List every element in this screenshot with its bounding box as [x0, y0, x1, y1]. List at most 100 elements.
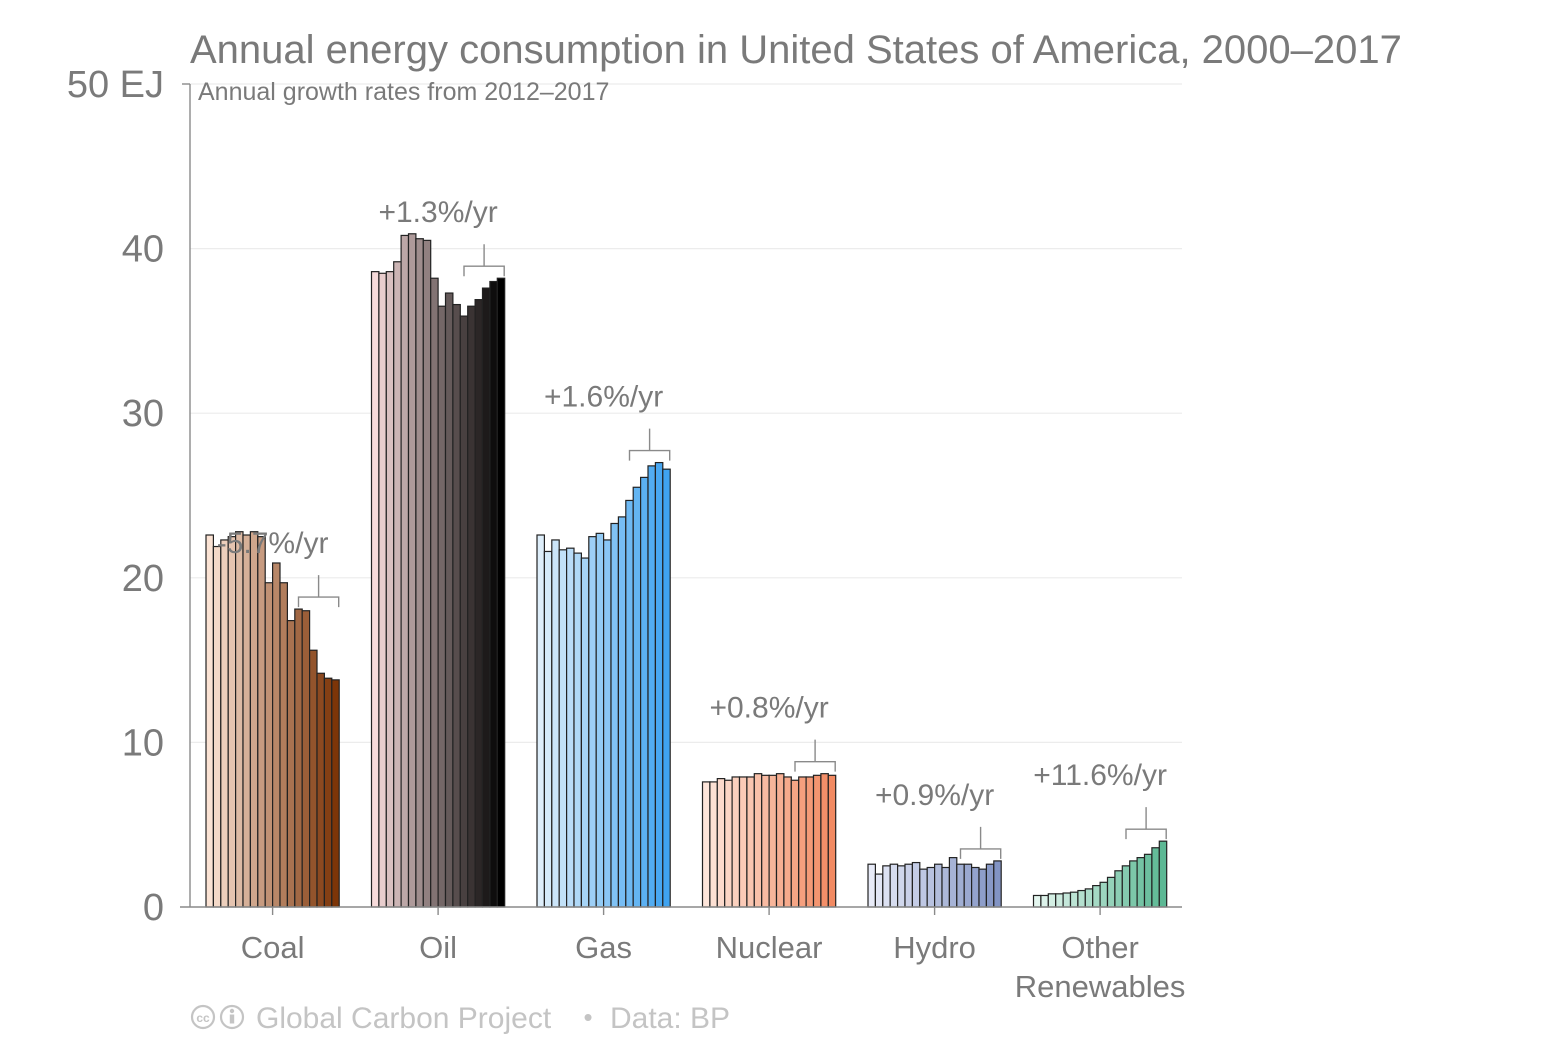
- growth-rate-coal: -5.7%/yr: [217, 527, 340, 608]
- bar-hydro-2016: [985, 863, 995, 908]
- footer-separator: •: [583, 1002, 592, 1032]
- bar-coal-2009: [272, 562, 281, 908]
- bar-coal-2004: [235, 531, 244, 908]
- bar-gas-2012: [625, 499, 634, 908]
- bar-other-renewables-2000: [1032, 894, 1042, 908]
- category-label-other-renewables: Other Renewables: [1015, 930, 1186, 1004]
- category-labels: Coal Oil Gas Nuclear Hydro Other Renewables: [241, 907, 1186, 1004]
- bar-other-renewables-2007: [1084, 888, 1094, 908]
- bar-other-renewables-2010: [1106, 876, 1116, 908]
- bar-hydro-2002: [882, 865, 891, 908]
- bar-nuclear-2013: [798, 776, 807, 908]
- bar-gas-2014: [639, 476, 649, 908]
- bar-other-renewables-2015: [1143, 853, 1153, 908]
- axes: [180, 83, 1182, 908]
- bar-other-renewables-2004: [1062, 892, 1072, 908]
- bar-other-renewables-2016: [1151, 847, 1160, 908]
- bar-nuclear-2009: [768, 774, 778, 908]
- footer: cc Global Carbon Project • Data: BP: [190, 1002, 730, 1035]
- bar-hydro-2008: [926, 866, 936, 908]
- bar-nuclear-2003: [724, 779, 733, 908]
- growth-bracket: [463, 244, 505, 277]
- bar-gas-2009: [602, 539, 612, 908]
- bar-oil-2007: [422, 239, 432, 908]
- series-other-renewables: [1032, 840, 1168, 908]
- bar-oil-2004: [400, 234, 410, 908]
- bar-coal-2005: [242, 534, 252, 908]
- bar-other-renewables-2003: [1055, 893, 1064, 908]
- bar-gas-2013: [632, 486, 642, 908]
- bar-coal-2014: [309, 649, 318, 908]
- bar-gas-2016: [654, 461, 664, 908]
- bar-hydro-2012: [956, 863, 965, 908]
- chart-subtitle: Annual growth rates from 2012–2017: [198, 78, 609, 106]
- series-hydro: [867, 857, 1002, 908]
- bar-other-renewables-2011: [1114, 870, 1123, 908]
- svg-text:cc: cc: [196, 1011, 210, 1025]
- bar-hydro-2010: [941, 866, 951, 908]
- y-tick-label: 50 EJ: [67, 64, 164, 106]
- bar-gas-2000: [536, 534, 546, 908]
- bar-gas-2008: [595, 532, 605, 908]
- bar-coal-2000: [205, 534, 215, 908]
- bar-coal-2007: [257, 536, 266, 908]
- bar-nuclear-2006: [746, 776, 755, 908]
- bar-hydro-2001: [874, 873, 884, 908]
- bar-nuclear-2004: [731, 776, 741, 908]
- series-oil: [370, 233, 506, 908]
- bar-coal-2003: [227, 536, 237, 908]
- bar-other-renewables-2001: [1040, 894, 1049, 908]
- bar-nuclear-2016: [820, 773, 829, 908]
- growth-rate-label: +11.6%/yr: [1033, 759, 1167, 792]
- bar-hydro-2000: [867, 863, 877, 908]
- growth-rate-nuclear: +0.8%/yr: [709, 692, 836, 772]
- bars: [205, 233, 1168, 908]
- y-tick-label: 30: [122, 393, 164, 435]
- footer-credit: Global Carbon Project: [256, 1002, 552, 1035]
- bar-oil-2000: [370, 271, 380, 908]
- y-tick-label: 10: [122, 722, 164, 764]
- bar-oil-2008: [430, 277, 439, 908]
- bar-coal-2001: [212, 545, 222, 908]
- bar-nuclear-2007: [753, 773, 763, 908]
- bar-oil-2003: [393, 261, 402, 908]
- category-label-coal: Coal: [241, 930, 305, 965]
- growth-rate-label: +1.3%/yr: [378, 196, 497, 229]
- growth-rate-label: +0.9%/yr: [875, 779, 994, 812]
- bar-gas-2010: [610, 522, 620, 908]
- bar-oil-2005: [407, 233, 417, 908]
- growth-bracket: [959, 826, 1002, 859]
- bar-nuclear-2000: [701, 781, 711, 908]
- growth-rate-gas: +1.6%/yr: [544, 381, 671, 461]
- bar-oil-2011: [452, 303, 461, 908]
- bar-oil-2014: [474, 299, 484, 908]
- gridlines: [190, 83, 1182, 744]
- series-coal: [205, 531, 340, 908]
- growth-rate-annotations: -5.7%/yr +1.3%/yr +1.6%/yr +0.8%/yr +0.9%/yr…: [217, 196, 1167, 859]
- growth-rate-label: +0.8%/yr: [709, 692, 828, 725]
- bar-coal-2006: [249, 531, 259, 908]
- bar-other-renewables-2009: [1099, 881, 1109, 908]
- growth-rate-label: -5.7%/yr: [217, 527, 329, 560]
- bar-hydro-2017: [993, 860, 1002, 908]
- bar-hydro-2009: [933, 863, 943, 908]
- bar-nuclear-2015: [812, 774, 822, 908]
- series-nuclear: [701, 773, 837, 908]
- bar-coal-2016: [323, 677, 333, 908]
- bar-other-renewables-2006: [1077, 889, 1086, 908]
- series-gas: [536, 461, 671, 908]
- bar-hydro-2005: [904, 863, 914, 908]
- bar-other-renewables-2005: [1069, 891, 1079, 908]
- bar-oil-2010: [444, 292, 454, 908]
- bar-oil-2001: [378, 272, 387, 908]
- footer-source: Data: BP: [610, 1002, 730, 1035]
- category-label-hydro: Hydro: [893, 930, 976, 965]
- bar-other-renewables-2013: [1129, 860, 1138, 908]
- growth-bracket: [1125, 807, 1167, 840]
- bar-oil-2006: [415, 238, 424, 908]
- bar-oil-2002: [385, 271, 395, 908]
- bar-hydro-2013: [963, 863, 973, 908]
- bar-nuclear-2010: [775, 773, 785, 908]
- growth-bracket: [628, 428, 671, 461]
